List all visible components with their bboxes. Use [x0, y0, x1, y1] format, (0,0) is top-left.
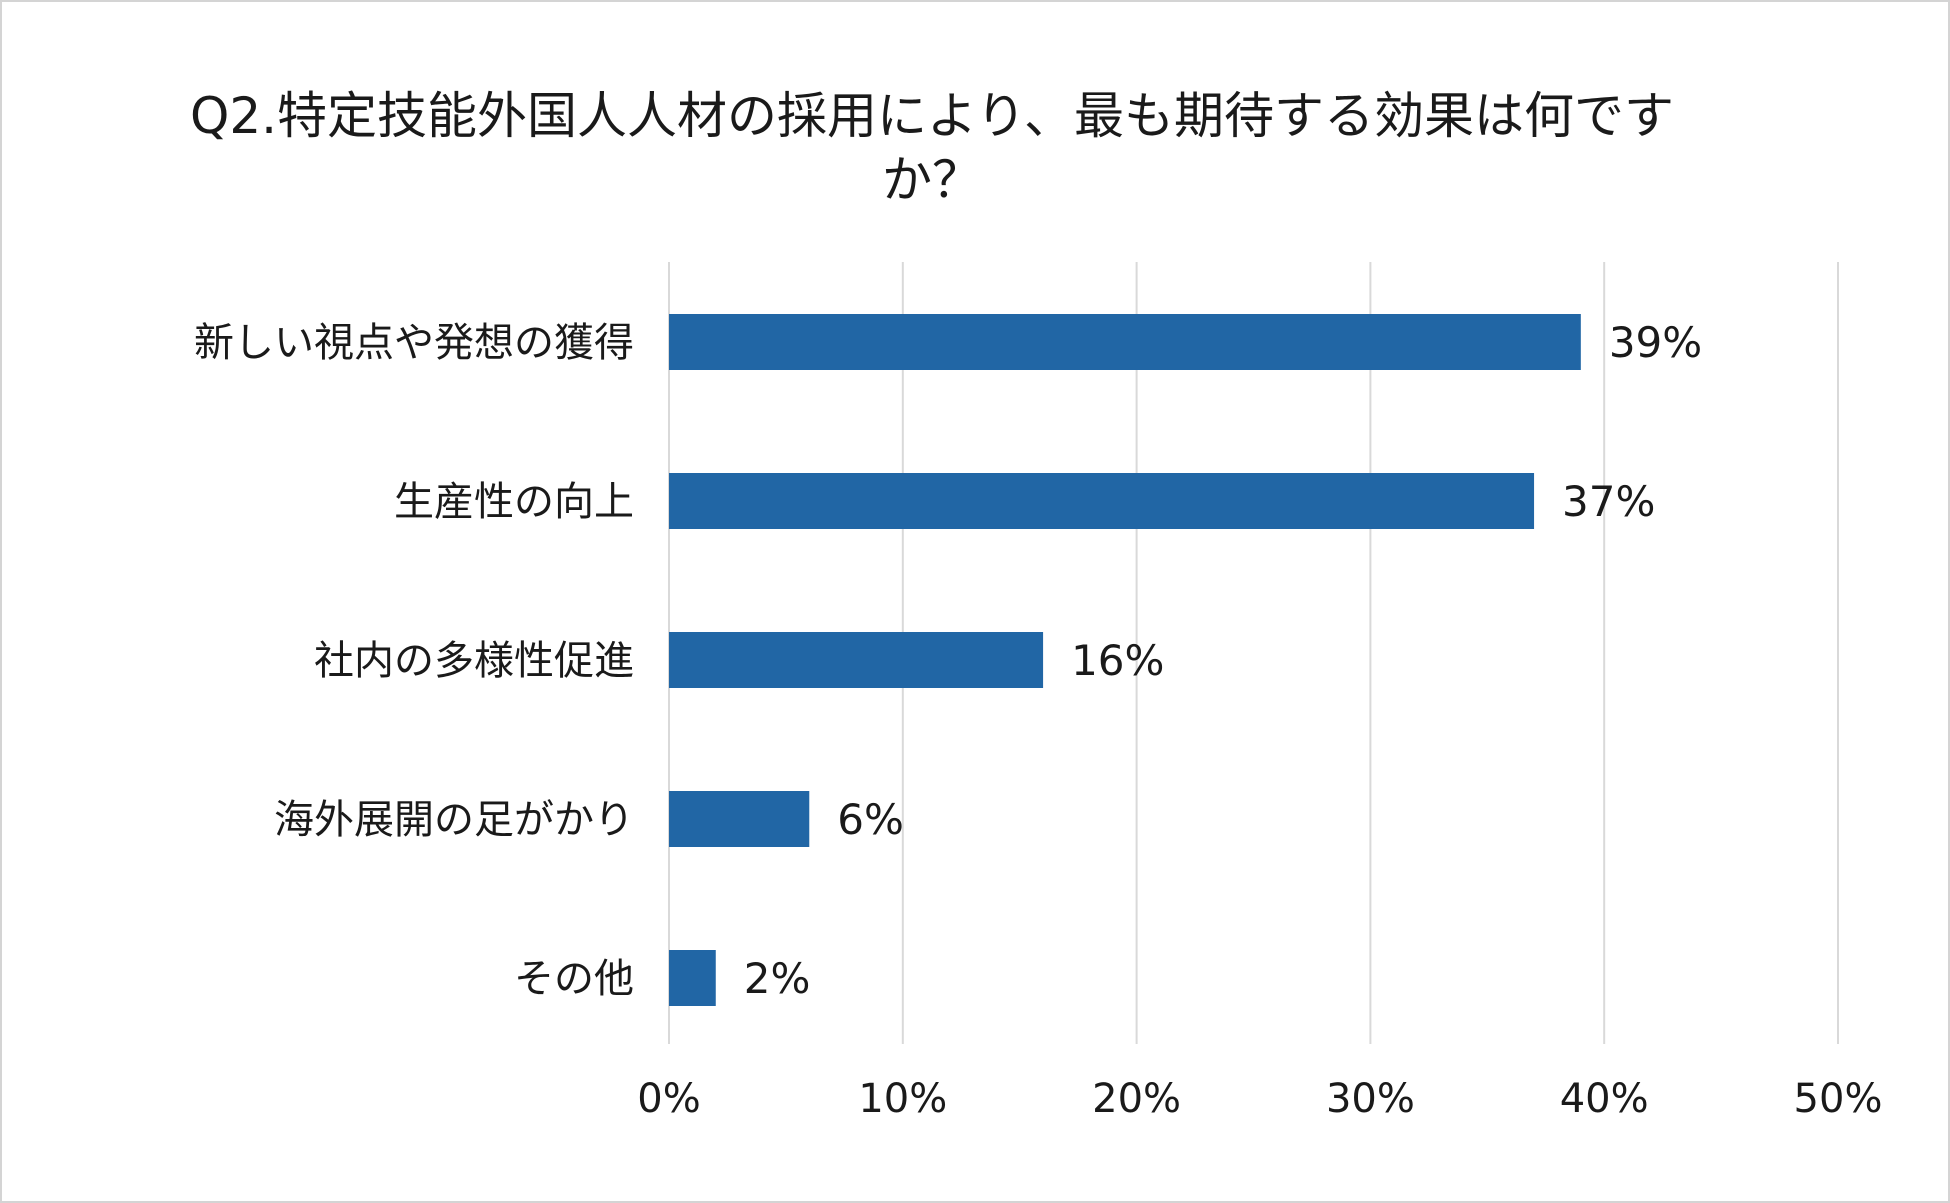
- x-tick-label: 50%: [1794, 1076, 1883, 1122]
- labels: 0% 10% 20% 30% 40% 50% 新しい視点や発想の獲得 39% 生産性の向上 37%…: [194, 318, 1882, 1122]
- x-tick-label: 40%: [1560, 1076, 1649, 1122]
- data-label: 6%: [837, 795, 904, 844]
- x-tick-label: 10%: [858, 1076, 947, 1122]
- data-label: 39%: [1609, 318, 1702, 367]
- chart-title: Q2.特定技能外国人人材の採用により、最も期待する効果は何です か？: [189, 87, 1675, 209]
- bar: [669, 950, 716, 1006]
- category-label: 社内の多様性促進: [314, 638, 634, 684]
- bar: [669, 791, 810, 847]
- category-label: その他: [514, 956, 634, 1002]
- bar: [669, 473, 1535, 529]
- x-tick-label: 30%: [1326, 1076, 1415, 1122]
- category-label: 生産性の向上: [394, 479, 634, 525]
- data-label: 37%: [1562, 477, 1655, 526]
- bar: [669, 314, 1581, 370]
- data-label: 2%: [744, 954, 811, 1003]
- bars: [669, 314, 1581, 1006]
- data-label: 16%: [1071, 636, 1164, 685]
- category-label: 新しい視点や発想の獲得: [194, 320, 634, 366]
- x-tick-label: 20%: [1092, 1076, 1181, 1122]
- category-label: 海外展開の足がかり: [274, 797, 634, 843]
- x-tick-label: 0%: [637, 1076, 700, 1122]
- bar: [669, 632, 1044, 688]
